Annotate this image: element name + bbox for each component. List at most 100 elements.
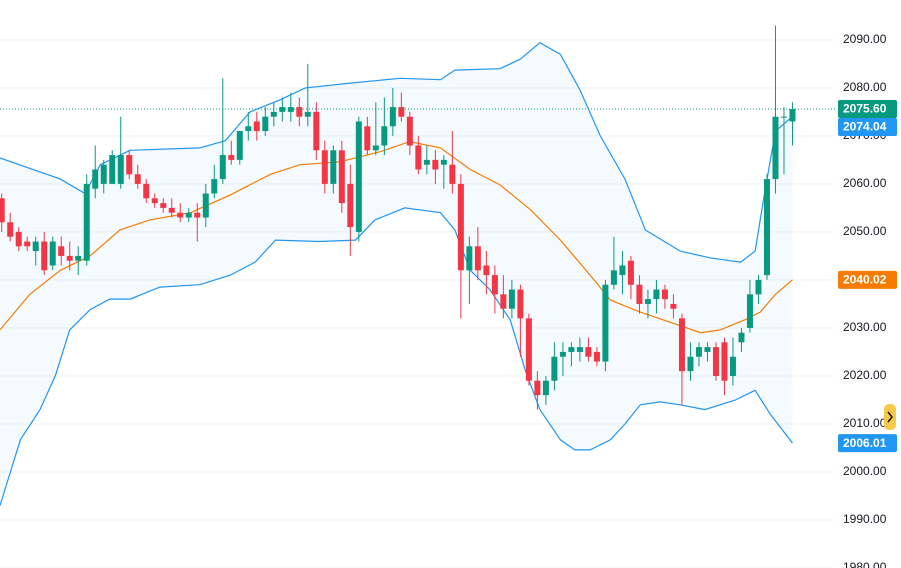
candle-body — [780, 116, 787, 118]
candle-body — [432, 159, 439, 170]
scroll-button-bg[interactable] — [884, 404, 896, 430]
candle-body — [423, 159, 430, 165]
candle-body — [117, 155, 124, 184]
band-fill — [0, 42, 793, 506]
candle-body — [202, 193, 209, 218]
candle-body — [66, 255, 73, 261]
lower-band-line — [0, 207, 793, 506]
price-label-box — [838, 434, 897, 453]
candle-body — [704, 347, 711, 352]
candle-body — [321, 150, 328, 184]
candle-body — [7, 222, 14, 237]
candle-body — [534, 380, 541, 396]
candle-body — [644, 299, 651, 304]
candle-body — [763, 179, 770, 276]
candle-body — [517, 289, 524, 319]
y-tick-label: 2030.00 — [843, 320, 887, 334]
candle-body — [49, 241, 56, 266]
price-label-box — [838, 270, 897, 289]
candle-body — [687, 356, 694, 372]
candle-body — [262, 116, 269, 132]
candle-body — [627, 260, 634, 285]
candle-body — [126, 155, 133, 175]
candle-body — [466, 246, 473, 271]
candle-body — [695, 347, 702, 357]
candle-body — [211, 179, 218, 194]
candle-body — [491, 275, 498, 295]
candle-body — [500, 294, 507, 309]
candles — [0, 25, 835, 410]
candle-body — [338, 150, 345, 204]
candle-body — [83, 183, 90, 261]
candle-body — [610, 270, 617, 285]
y-tick-label: 1990.00 — [843, 512, 887, 526]
candle-body — [15, 231, 22, 247]
candle-body — [661, 289, 668, 300]
candle-body — [245, 126, 252, 132]
price-label-box — [838, 99, 897, 118]
candle-body — [542, 380, 549, 396]
candle-body — [194, 212, 201, 218]
y-tick-label: 1980.00 — [843, 560, 887, 568]
candle-body — [168, 207, 175, 213]
y-tick-label: 2080.00 — [843, 80, 887, 94]
candle-body — [653, 289, 660, 300]
y-tick-label: 2020.00 — [843, 368, 887, 382]
candle-body — [330, 150, 337, 184]
scroll-arrow[interactable] — [887, 411, 893, 423]
candle-body — [508, 289, 515, 309]
candle-body — [355, 121, 362, 232]
candle-body — [381, 126, 388, 146]
candle-body — [729, 356, 736, 376]
scroll-button[interactable] — [884, 404, 896, 430]
candle-body — [177, 212, 184, 218]
candle-body — [738, 332, 745, 343]
price-label-box — [838, 117, 897, 136]
candle-body — [0, 198, 5, 223]
bands — [0, 41, 793, 506]
y-tick-label: 2010.00 — [843, 416, 887, 430]
candle-body — [32, 241, 39, 252]
candle-body — [270, 111, 277, 117]
candle-body — [712, 347, 719, 376]
candle-body — [449, 164, 456, 184]
candle-body — [440, 159, 447, 165]
price-label: 2006.01 — [843, 436, 887, 450]
upper-band-line — [0, 41, 793, 263]
candle-body — [636, 284, 643, 304]
candle-body — [347, 183, 354, 228]
candle-body — [483, 265, 490, 276]
y-tick-label: 2000.00 — [843, 464, 887, 478]
candle-body — [313, 111, 320, 151]
candle-body — [619, 265, 626, 276]
candle-body — [58, 246, 65, 256]
middle-band-line — [0, 140, 793, 334]
y-tick-label: 2050.00 — [843, 224, 887, 238]
candle-body — [576, 347, 583, 352]
candle-body — [525, 318, 532, 381]
candle-body — [602, 284, 609, 362]
candle-body — [746, 294, 753, 328]
candle-body — [41, 241, 48, 271]
grid — [0, 39, 835, 568]
candle-body — [287, 107, 294, 112]
candle-body — [457, 183, 464, 271]
candle-body — [670, 303, 677, 309]
candle-body — [551, 356, 558, 381]
candle-body — [24, 241, 31, 247]
y-tick-label: 2090.00 — [843, 32, 887, 46]
candle-body — [143, 183, 150, 199]
price-label: 2075.60 — [843, 102, 887, 116]
price-axis: 1980.00 1990.00 2000.00 2010.00 2020.00 2030.… — [838, 32, 897, 568]
candle-body — [415, 145, 422, 170]
candle-body — [185, 212, 192, 218]
candle-body — [219, 155, 226, 180]
candle-body — [304, 111, 311, 117]
candle-body — [389, 107, 396, 127]
candle-body — [151, 198, 158, 204]
candle-body — [678, 318, 685, 372]
price-label: 2074.04 — [843, 120, 887, 134]
candle-body — [75, 255, 82, 261]
candle-body — [721, 342, 728, 381]
